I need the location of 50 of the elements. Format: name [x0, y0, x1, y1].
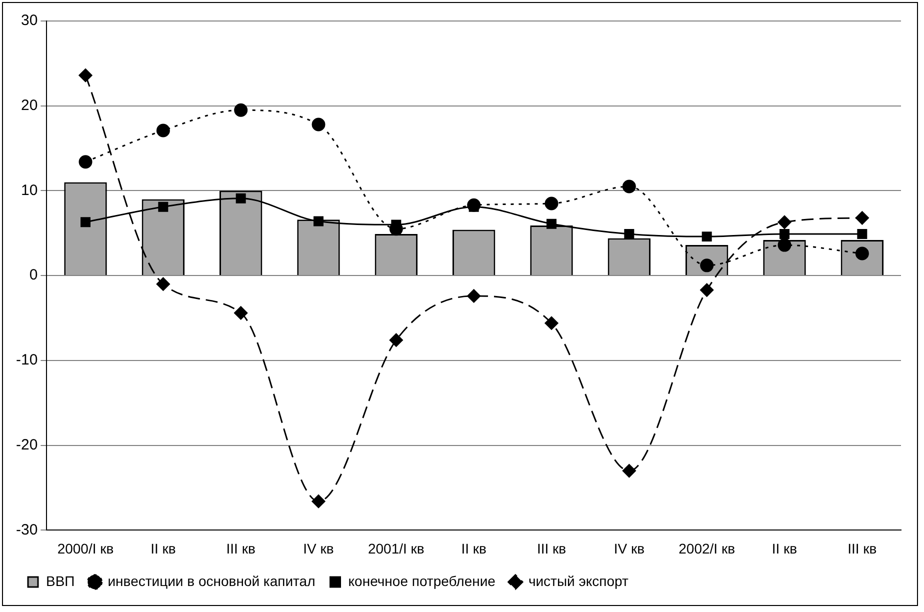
y-tick-label: -20 [16, 436, 38, 454]
point [544, 316, 558, 330]
y-tick-label: -30 [16, 521, 38, 538]
point [314, 216, 324, 226]
point [158, 202, 168, 212]
y-tick-label: 0 [29, 266, 38, 284]
point [622, 180, 636, 194]
x-tick-label: III кв [848, 540, 877, 556]
legend-label: конечное потребление [348, 572, 496, 589]
point [780, 229, 790, 240]
point [855, 211, 869, 225]
point [546, 218, 556, 229]
x-tick-label: II кв [461, 540, 486, 556]
point [467, 289, 481, 303]
x-tick-label: III кв [226, 540, 256, 556]
point [778, 215, 792, 229]
point [624, 229, 634, 240]
point [236, 193, 246, 204]
point [156, 277, 170, 291]
legend-label: чистый экспорт [528, 572, 630, 589]
x-tick-label: IV кв [303, 540, 334, 556]
point [234, 306, 248, 320]
point [156, 124, 170, 138]
x-tick-label: 2000/I кв [57, 540, 114, 556]
x-tick-label: 2002/I кв [678, 540, 736, 556]
point [778, 238, 792, 252]
point [78, 68, 92, 82]
x-tick-label: II кв [772, 540, 798, 556]
y-tick-label: 20 [20, 97, 38, 114]
x-tick-label: 2001/I кв [368, 540, 424, 556]
x-tick-label: III кв [536, 540, 566, 556]
point [622, 464, 636, 478]
y-tick-label: -10 [16, 352, 38, 369]
point [857, 229, 868, 240]
point [234, 103, 248, 117]
point [389, 333, 403, 347]
legend-label: ВВП [46, 572, 75, 589]
x-tick-label: II кв [150, 540, 176, 556]
point [467, 198, 481, 212]
point [312, 494, 326, 508]
x-tick-label: IV кв [614, 540, 645, 556]
legend-label: инвестиции в основной капитал [108, 572, 316, 589]
y-tick-label: 30 [20, 12, 38, 30]
point [80, 217, 91, 228]
point [312, 118, 326, 132]
y-tick-label: 10 [20, 182, 38, 199]
point [700, 283, 714, 297]
point [544, 196, 558, 210]
point [702, 232, 712, 242]
point [78, 155, 92, 169]
